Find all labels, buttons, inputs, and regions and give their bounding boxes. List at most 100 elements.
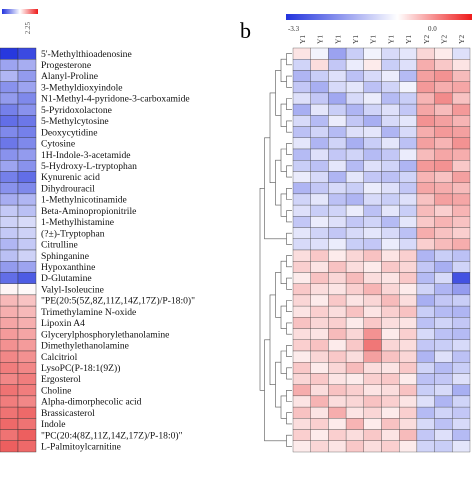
dendrogram-branch xyxy=(275,159,281,206)
heatmap-b-cell xyxy=(310,339,329,352)
heatmap-b-cell xyxy=(345,418,364,430)
row-label: Alpha-dimorphecolic acid xyxy=(41,397,142,408)
heatmap-b-cell xyxy=(363,81,382,94)
heatmap-b-cell xyxy=(452,294,471,307)
heatmap-a-cell xyxy=(17,160,37,172)
heatmap-b-cell xyxy=(416,283,435,296)
heatmap-b-cell xyxy=(399,238,418,251)
row-label: 1H-Indole-3-acetamide xyxy=(41,150,131,161)
heatmap-b-cell xyxy=(399,440,418,453)
heatmap-b-cell xyxy=(381,227,400,239)
heatmap-b-cell xyxy=(399,216,418,228)
heatmap-b-cell xyxy=(381,103,400,116)
heatmap-b-cell xyxy=(363,59,382,71)
heatmap-b-cell xyxy=(345,193,364,206)
row-label: 3-Methyldioxyindole xyxy=(41,82,123,93)
row-label: Trimethylamine N-oxide xyxy=(41,307,136,318)
heatmap-b-cell xyxy=(399,47,418,60)
dendrogram-branch xyxy=(286,255,292,268)
dendrogram-branch xyxy=(280,350,287,374)
heatmap-b-cell xyxy=(452,418,471,430)
column-label: Y1 xyxy=(351,35,360,44)
heatmap-b-cell xyxy=(399,92,418,105)
heatmap-a-cell xyxy=(0,148,19,161)
heatmap-a-cell xyxy=(0,294,19,307)
dendrogram-branch xyxy=(275,361,281,408)
heatmap-a-cell xyxy=(0,418,19,430)
row-label: Choline xyxy=(41,385,71,396)
heatmap-b-cell xyxy=(416,204,435,217)
heatmap-b-cell xyxy=(399,103,418,116)
heatmap-b-cell xyxy=(434,261,453,273)
heatmap-b-cell xyxy=(345,216,364,228)
heatmap-b-svg: -3.3 0.0 Y1 Y1 Y1 Y1 Y1 Y1 Y1 Y2 Y2 Y2 xyxy=(259,14,472,453)
heatmap-b-cell xyxy=(381,395,400,408)
heatmap-b-cell xyxy=(363,328,382,340)
heatmap-b-cell xyxy=(381,160,400,172)
heatmap-a-cell xyxy=(17,373,37,385)
heatmap-b-cell xyxy=(292,193,311,206)
heatmap-b-cell xyxy=(416,440,435,453)
column-label: Y2 xyxy=(439,35,448,44)
heatmap-b-cell xyxy=(434,115,453,127)
heatmap-b-cell xyxy=(416,238,435,251)
heatmap-a-cell xyxy=(17,193,37,206)
heatmap-b-cell xyxy=(416,182,435,195)
heatmap-b-cell xyxy=(292,70,311,82)
heatmap-b-cell xyxy=(292,373,311,385)
heatmap-b-cell xyxy=(292,440,311,453)
column-label: Y1 xyxy=(369,35,378,44)
heatmap-a-cell xyxy=(0,339,19,352)
heatmap-b-cell xyxy=(310,103,329,116)
colorbar-b-min-label: -3.3 xyxy=(288,25,300,33)
dendrogram-branch xyxy=(286,389,292,402)
heatmap-b-cell xyxy=(292,350,311,363)
heatmap-b-cell xyxy=(452,238,471,251)
row-label: Lipoxin A4 xyxy=(41,318,85,329)
heatmap-b-cell xyxy=(328,429,347,441)
heatmap-a-cell xyxy=(0,440,19,453)
heatmap-b-cell xyxy=(381,182,400,195)
dendrogram-branch xyxy=(275,70,281,116)
heatmap-b-cell xyxy=(452,160,471,172)
heatmap-b-cell xyxy=(381,59,400,71)
heatmap-a-cell xyxy=(17,317,37,329)
heatmap-b-cell xyxy=(310,238,329,251)
heatmap-a-cell xyxy=(17,59,37,71)
heatmap-b-cell xyxy=(416,373,435,385)
heatmap-b-cell xyxy=(434,362,453,374)
heatmap-b-cell xyxy=(310,204,329,217)
heatmap-b-cell xyxy=(310,373,329,385)
heatmap-b-cell xyxy=(363,283,382,296)
heatmap-a-cell xyxy=(0,126,19,138)
heatmap-b-cell xyxy=(399,81,418,94)
heatmap-a-cell xyxy=(17,137,37,150)
heatmap-a-svg: 2.255'-MethylthioadenosineProgesteroneAl… xyxy=(0,9,195,453)
heatmap-b-cell xyxy=(434,350,453,363)
heatmap-b-cell xyxy=(381,126,400,138)
heatmap-a-cell xyxy=(0,92,19,105)
dendrogram-branch xyxy=(280,148,287,172)
heatmap-b-cell xyxy=(416,294,435,307)
heatmap-b-cell xyxy=(328,59,347,71)
heatmap-b-cell xyxy=(434,103,453,116)
heatmap-b-cell xyxy=(345,81,364,94)
heatmap-b-cell xyxy=(345,261,364,273)
heatmap-b-cell xyxy=(363,440,382,453)
heatmap-a-cell xyxy=(0,429,19,441)
heatmap-b-cell xyxy=(310,216,329,228)
heatmap-b-cell xyxy=(399,59,418,71)
dendrogram-branch xyxy=(286,210,292,223)
row-label: N1-Methyl-4-pyridone-3-carboxamide xyxy=(41,94,190,105)
heatmap-b-cell xyxy=(292,103,311,116)
heatmap-b-cell xyxy=(363,204,382,217)
dendrogram-branch xyxy=(286,367,292,380)
heatmap-b-cell xyxy=(381,115,400,127)
heatmap-b-cell xyxy=(328,373,347,385)
heatmap-b-cell xyxy=(434,272,453,284)
heatmap-b-cell xyxy=(416,70,435,82)
row-dendrogram xyxy=(259,53,292,447)
heatmap-b-cell xyxy=(363,115,382,127)
heatmap-a-cell xyxy=(17,395,37,408)
heatmap-b-cell xyxy=(310,171,329,183)
